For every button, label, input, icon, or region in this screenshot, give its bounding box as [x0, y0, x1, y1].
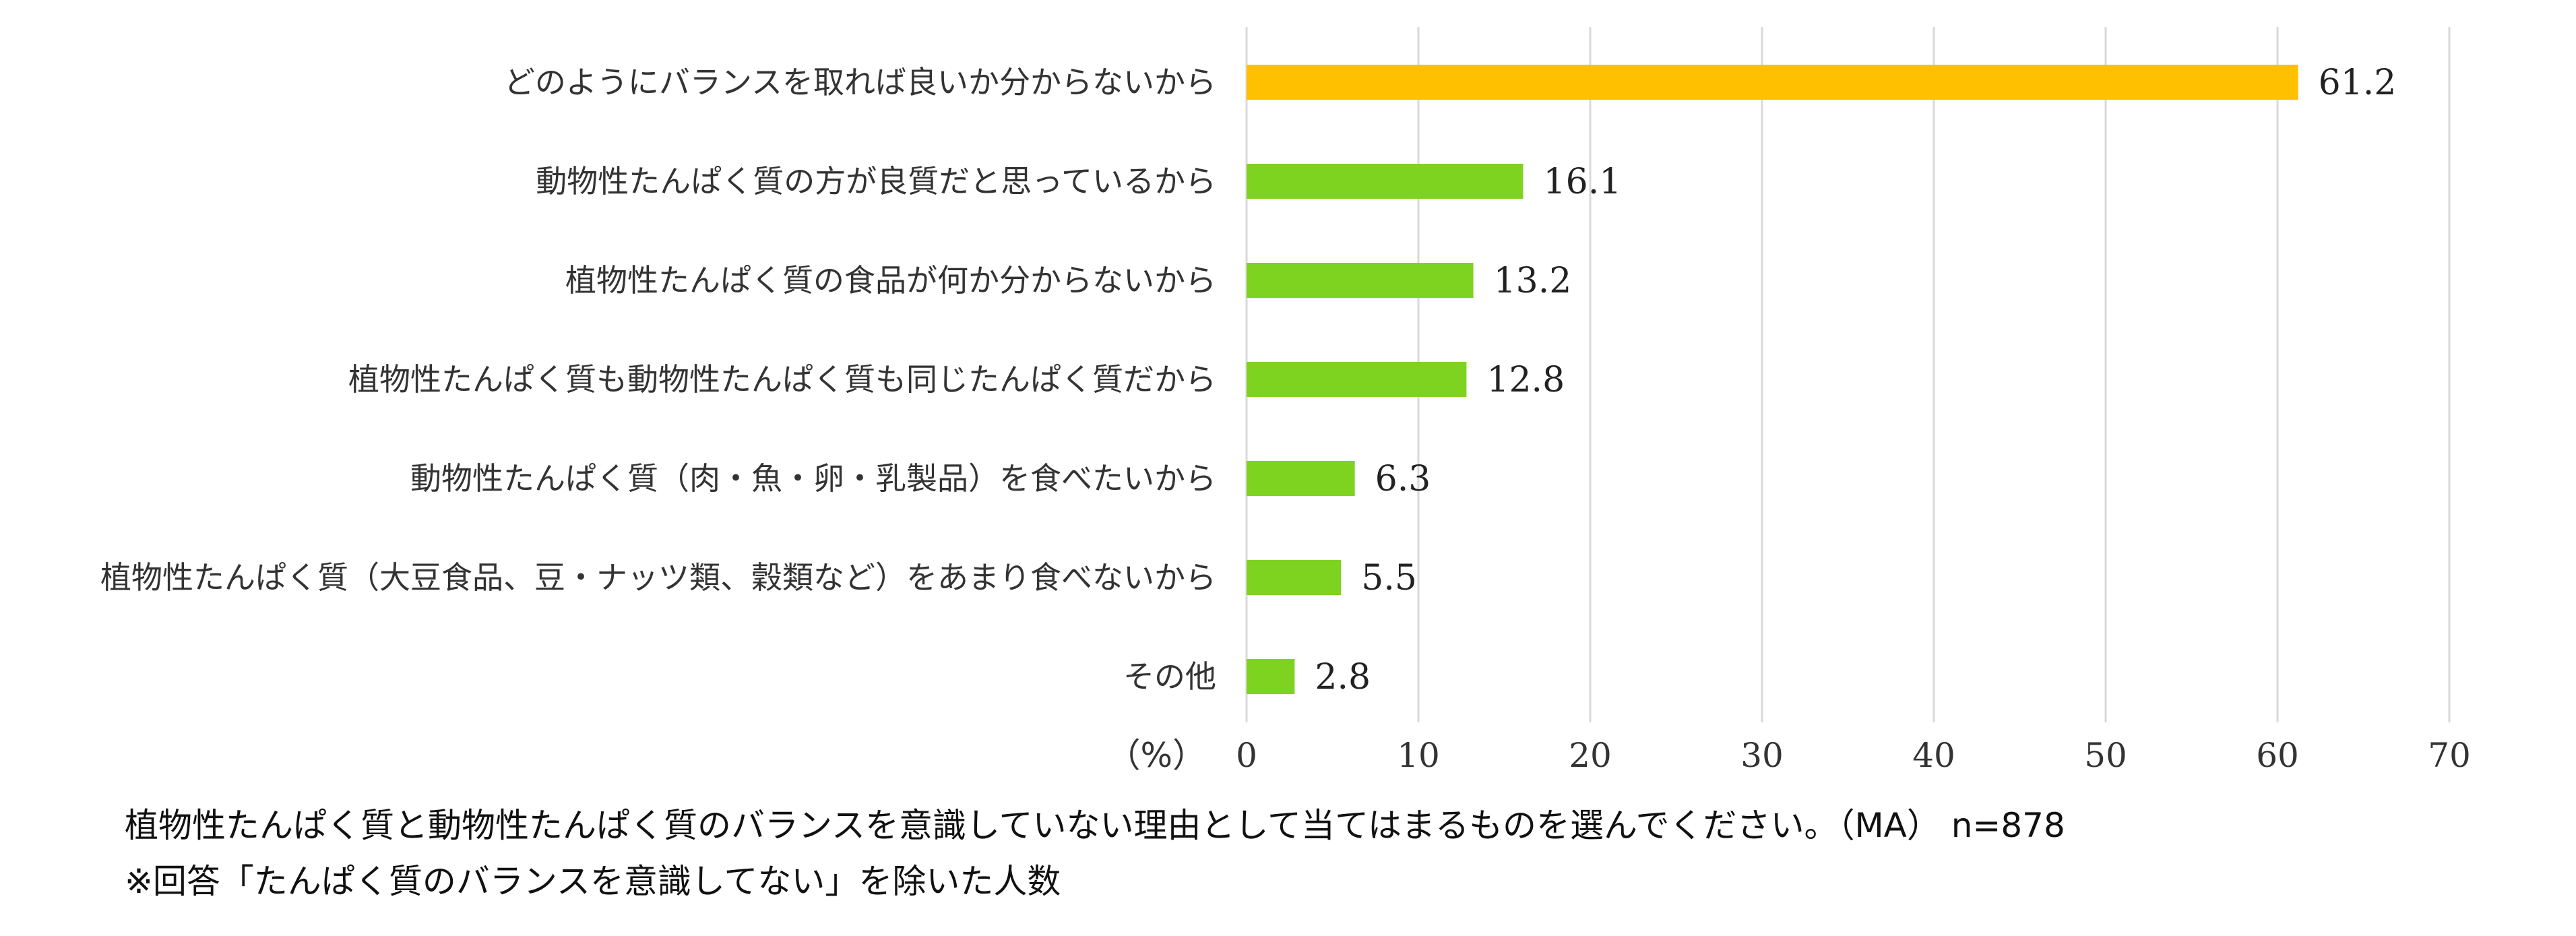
bar-4: [1247, 362, 1467, 397]
value-label: 5.5: [1361, 558, 1417, 598]
value-label: 6.3: [1375, 459, 1431, 499]
bar-chart: どのようにバランスを取れば良いか分からないから動物性たんぱく質の方が良質だと思っ…: [100, 27, 2471, 775]
x-tick-label: 20: [1569, 736, 1612, 775]
value-label: 13.2: [1494, 261, 1572, 301]
value-label: 16.1: [1544, 162, 1622, 202]
bar-1: [1247, 65, 2298, 100]
bar-6: [1247, 560, 1342, 595]
category-labels: どのようにバランスを取れば良いか分からないから動物性たんぱく質の方が良質だと思っ…: [100, 64, 1216, 695]
gridlines: [1245, 27, 2451, 722]
value-label: 61.2: [2319, 63, 2397, 103]
bars: [1247, 65, 2298, 694]
x-tick-label: 60: [2256, 736, 2299, 775]
value-label: 2.8: [1315, 657, 1371, 697]
x-axis-unit-label: （%）: [1106, 736, 1206, 775]
category-label: 動物性たんぱく質（肉・魚・卵・乳製品）を食べたいから: [410, 460, 1216, 497]
x-tick-label: 70: [2428, 736, 2471, 775]
bar-2: [1247, 164, 1523, 199]
category-label: 動物性たんぱく質の方が良質だと思っているから: [536, 163, 1216, 199]
category-label: 植物性たんぱく質も動物性たんぱく質も同じたんぱく質だから: [348, 361, 1216, 398]
x-tick-label: 0: [1236, 736, 1257, 775]
chart-caption-question: 植物性たんぱく質と動物性たんぱく質のバランスを意識していない理由として当てはまる…: [125, 806, 2065, 845]
value-label: 12.8: [1486, 360, 1565, 400]
x-axis-ticks: 0 10 20 30 40 50 60 70: [1236, 736, 2471, 775]
bar-5: [1247, 461, 1355, 496]
x-tick-label: 40: [1912, 736, 1955, 775]
chart-caption-note: ※回答「たんぱく質のバランスを意識してない」を除いた人数: [125, 862, 1061, 901]
category-label: 植物性たんぱく質（大豆食品、豆・ナッツ類、穀類など）をあまり食べないから: [100, 559, 1216, 596]
category-label: 植物性たんぱく質の食品が何か分からないから: [565, 262, 1216, 299]
x-tick-label: 10: [1397, 736, 1440, 775]
category-label: その他: [1123, 658, 1216, 695]
category-label: どのようにバランスを取れば良いか分からないから: [504, 64, 1216, 100]
bar-7: [1247, 659, 1295, 694]
value-labels: 61.2 16.1 13.2 12.8 6.3 5.5 2.8: [1315, 63, 2396, 697]
x-tick-label: 30: [1740, 736, 1784, 775]
x-tick-label: 50: [2084, 736, 2127, 775]
bar-3: [1247, 263, 1474, 298]
